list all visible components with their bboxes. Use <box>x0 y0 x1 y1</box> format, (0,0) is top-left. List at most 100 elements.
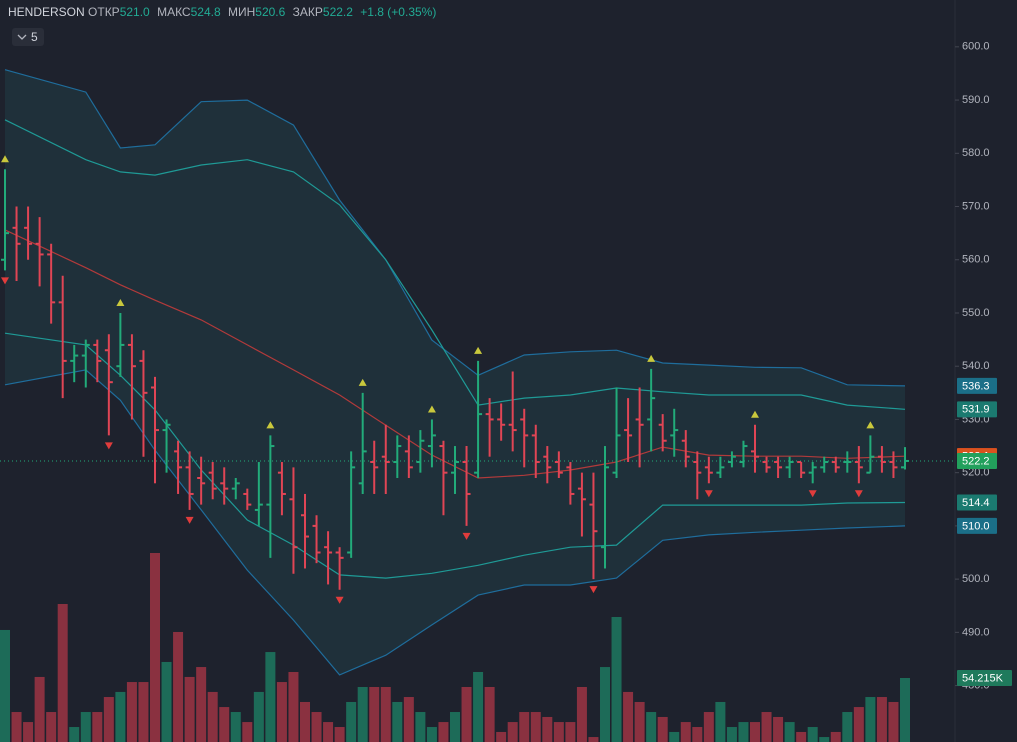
volume-bar <box>819 737 830 742</box>
field-name: ОТКР <box>88 5 120 19</box>
field-name: ЗАКР <box>292 5 323 19</box>
volume-bar <box>150 553 160 742</box>
volume-bar <box>865 697 876 742</box>
band-line <box>4 369 906 676</box>
volume-bar <box>230 712 241 742</box>
y-tick-label: 550.0 <box>962 307 990 319</box>
fractal-down <box>185 516 194 524</box>
fractal-down <box>589 586 598 594</box>
volume-bar <box>103 697 114 742</box>
band-line <box>4 119 906 410</box>
fractal-down <box>854 490 863 498</box>
fractal-up <box>427 405 436 413</box>
volume-bar <box>703 712 714 742</box>
volume-bar <box>0 629 10 742</box>
volume-bar <box>853 707 864 742</box>
y-tick-label: 580.0 <box>962 147 990 159</box>
volume-bar <box>300 701 310 742</box>
volume-bar <box>669 731 680 742</box>
volume-bar <box>715 701 726 742</box>
volume-label-box <box>957 669 1012 686</box>
volume-bar <box>34 676 45 742</box>
volume-bar <box>311 712 322 742</box>
volume-bar <box>207 691 218 742</box>
fractal-down <box>1 277 9 285</box>
volume-bar <box>646 712 657 742</box>
volume-bar <box>138 682 149 742</box>
volume-bar <box>403 697 414 742</box>
symbol: HENDERSON <box>8 5 85 19</box>
fractal-up <box>358 378 367 386</box>
fractal-down <box>335 596 344 604</box>
volume-bar <box>784 722 795 742</box>
volume-bar <box>611 616 622 742</box>
volume-bar <box>876 697 887 742</box>
field-name: МАКС <box>157 5 191 19</box>
field-name: МИН <box>227 5 256 19</box>
volume-bar <box>623 691 634 742</box>
volume-bar <box>900 677 910 742</box>
y-tick-label: 490.0 <box>962 626 990 638</box>
volume-bar <box>576 686 587 742</box>
volume-bar <box>842 712 853 742</box>
fractal-up <box>866 421 875 429</box>
y-tick-label: 600.0 <box>962 41 990 53</box>
volume-bar <box>80 712 91 742</box>
volume-bar <box>807 727 818 742</box>
volume-bar <box>357 686 368 742</box>
volume-bar <box>761 712 772 742</box>
volume-bar <box>219 707 230 742</box>
volume-bar <box>276 682 287 742</box>
volume-bar <box>380 686 391 742</box>
volume-bar <box>888 701 899 742</box>
price-label: 536.3 <box>962 380 990 392</box>
volume-bar <box>288 671 299 742</box>
volume-bar <box>588 737 599 742</box>
volume-bar <box>680 722 691 742</box>
volume-bar <box>265 652 276 742</box>
volume-bar <box>830 731 841 742</box>
volume-bar <box>542 716 553 742</box>
interval: 5 <box>31 30 38 44</box>
volume-label: 54.215K <box>962 672 1004 684</box>
fractal-down <box>808 490 817 498</box>
price-label: 522.2 <box>962 455 990 467</box>
volume-bar <box>438 722 449 742</box>
volume-bar <box>115 691 126 742</box>
y-tick-label: 500.0 <box>962 573 990 585</box>
price-label-box <box>957 494 997 511</box>
fractal-up <box>647 354 656 362</box>
volume-bar <box>657 716 668 742</box>
volume-bar <box>242 722 253 742</box>
volume-bar <box>346 701 357 742</box>
interval-toggle[interactable]: 5 <box>12 28 44 46</box>
legend: HENDERSON ОТКР521.0 МАКС524.8 МИН520.6 З… <box>8 5 440 19</box>
price-label: 510.0 <box>962 520 990 532</box>
volume-bar <box>600 667 610 742</box>
y-tick-label: 570.0 <box>962 200 990 212</box>
volume-bar <box>334 727 345 742</box>
fractal-up <box>751 410 759 418</box>
fractal-down <box>104 442 113 450</box>
band-line <box>4 332 906 579</box>
field-value: 524.8 <box>190 5 221 19</box>
field-value: 521.0 <box>119 5 150 19</box>
volume-bar <box>530 712 541 742</box>
volume-bar <box>634 701 645 742</box>
volume-bar <box>796 731 807 742</box>
volume-bar <box>196 667 207 742</box>
price-label: 514.4 <box>962 497 990 509</box>
volume-bar <box>461 686 472 742</box>
change: +1.8 (+0.35%) <box>360 5 437 19</box>
fractal-up <box>474 346 483 354</box>
volume-bar <box>392 701 403 742</box>
volume-bar <box>23 722 34 742</box>
volume-bar <box>92 712 103 742</box>
volume-bar <box>253 691 264 742</box>
y-tick-label: 540.0 <box>962 360 990 372</box>
volume-bar <box>46 712 57 742</box>
y-tick-label: 520.0 <box>962 467 990 479</box>
field-value: 522.2 <box>322 5 353 19</box>
